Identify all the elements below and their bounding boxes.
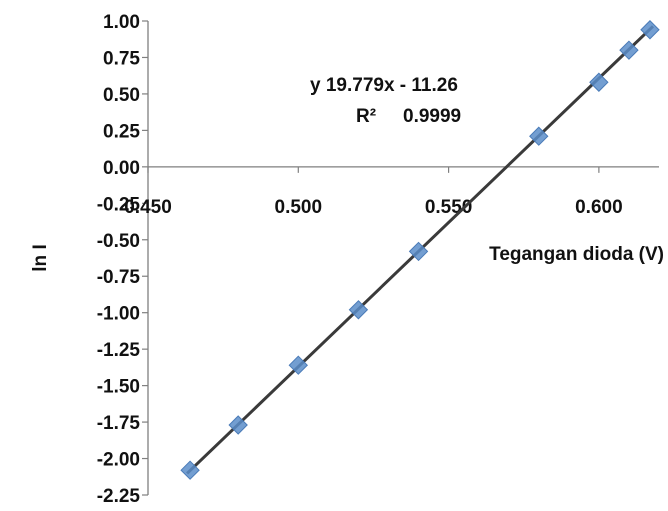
x-tick-label: 0.450 [124, 197, 172, 218]
data-point [228, 415, 248, 435]
y-tick-label: -0.25 [97, 194, 141, 215]
y-tick-label: 1.00 [103, 12, 140, 33]
y-tick-label: -2.25 [97, 486, 141, 507]
data-point [408, 241, 429, 262]
x-tick-label: 0.600 [575, 197, 623, 218]
y-axis-title: ln I [30, 244, 51, 271]
ticks [142, 20, 600, 496]
y-tick-label: 0.25 [103, 121, 140, 142]
y-tick-label: -1.25 [97, 340, 141, 361]
y-tick-label: 0.75 [103, 48, 140, 69]
r-squared-label: R² [356, 106, 376, 127]
x-axis-title: Tegangan dioda (V) [489, 244, 664, 265]
data-point [288, 355, 309, 375]
trendline-equation: y 19.779x - 11.26 [310, 75, 458, 96]
y-tick-label: 0.50 [103, 85, 140, 106]
axes [147, 21, 659, 495]
y-tick-label: -1.75 [97, 413, 141, 434]
y-tick-label: -2.00 [97, 450, 140, 471]
data-point [180, 460, 200, 480]
y-tick-label: -1.50 [97, 377, 140, 398]
x-tick-label: 0.500 [275, 197, 323, 218]
y-tick-label: 0.00 [103, 158, 140, 179]
r-squared-value: 0.9999 [403, 106, 461, 127]
tick-labels: 1.00 0.75 0.50 0.25 0.00 -0.25 -0.50 -0.75 -1.00… [97, 12, 623, 507]
data-point [619, 40, 639, 60]
data-point [589, 72, 609, 92]
data-point [529, 126, 549, 146]
y-tick-label: -0.50 [97, 231, 140, 252]
y-tick-label: -1.00 [97, 304, 140, 325]
data-points [180, 20, 660, 480]
data-point [348, 300, 369, 320]
y-tick-label: -0.75 [97, 267, 141, 288]
data-point [640, 20, 660, 40]
